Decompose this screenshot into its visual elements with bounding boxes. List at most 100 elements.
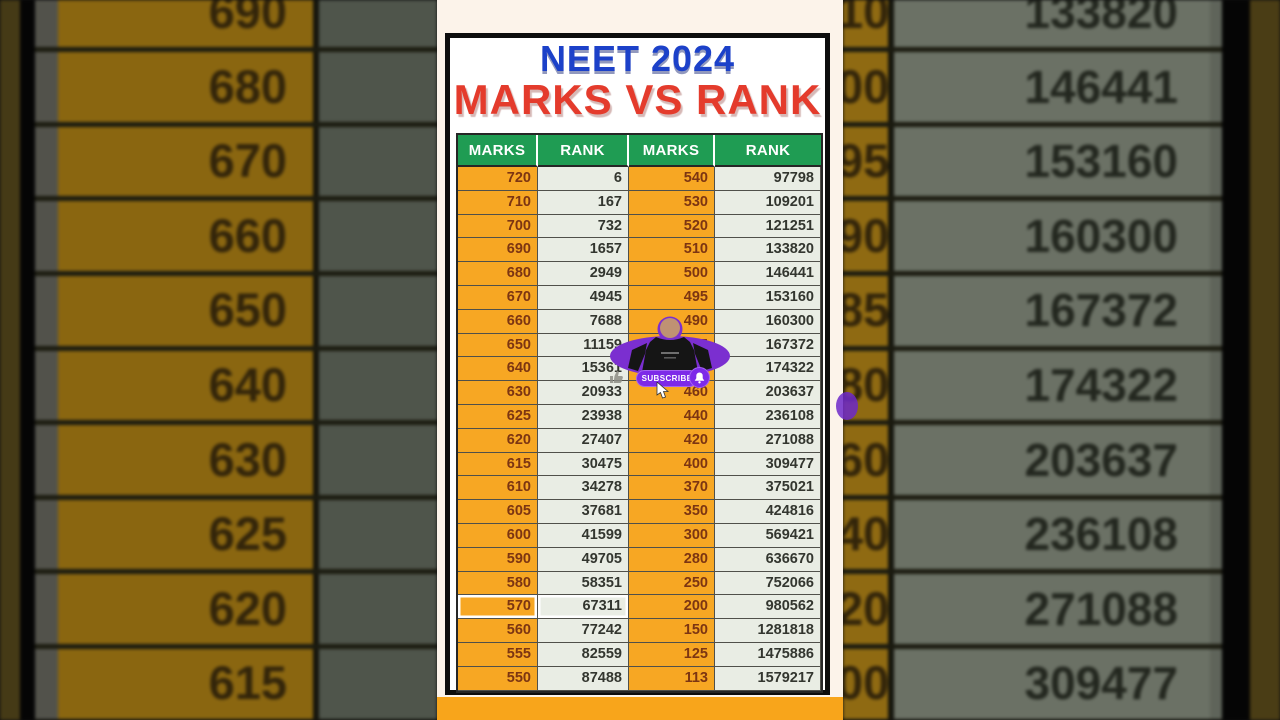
background-left-strip: 690 680 670 660 650 640 630 625 620 615: [0, 0, 437, 720]
left-marks-column: [58, 0, 313, 720]
bg-rank-value: 174322: [1024, 359, 1179, 411]
left-black-line: [20, 0, 35, 720]
rank-cell: 146441: [715, 262, 821, 286]
marks-cell: 660: [458, 309, 538, 334]
bg-row-divider: [35, 196, 437, 202]
video-title-neet: NEET 2024: [539, 38, 736, 79]
rank-cell: 109201: [715, 190, 821, 215]
bg-row-divider: [843, 196, 1222, 202]
bg-marks-value: 615: [208, 656, 287, 710]
rank-cell: 1657: [538, 238, 629, 263]
rank-cell: 4945: [538, 285, 629, 310]
marks-cell: 650: [458, 333, 538, 358]
bg-row-divider: [843, 345, 1222, 351]
rank-cell: 153160: [715, 285, 821, 310]
presenter-figure: [610, 316, 730, 376]
marks-cell: 630: [458, 381, 538, 405]
marks-cell: 440: [629, 404, 715, 429]
marks-cell: 560: [458, 619, 538, 643]
rank-cell: 41599: [538, 523, 629, 548]
marks-cell: 530: [629, 190, 715, 215]
marks-cell: 250: [629, 571, 715, 596]
bg-row-divider: [843, 420, 1222, 426]
bg-row-divider: [35, 270, 437, 276]
bg-row-divider: [35, 420, 437, 426]
marks-cell: 640: [458, 357, 538, 382]
bg-row-divider: [35, 345, 437, 351]
marks-cell: 590: [458, 547, 538, 572]
bg-row-divider: [35, 569, 437, 575]
bg-marks-value: 670: [208, 134, 287, 188]
marks-cell: 555: [458, 642, 538, 667]
rank-cell: 87488: [538, 666, 629, 691]
rank-cell: 167: [538, 190, 629, 215]
rank-cell: 569421: [715, 523, 821, 548]
left-gutter-band: [35, 0, 58, 720]
marks-cell: 113: [629, 666, 715, 691]
rank-cell: 133820: [715, 238, 821, 263]
rank-cell: 67311: [538, 595, 629, 620]
rank-cell: 1475886: [715, 642, 821, 667]
bg-marks-value: 620: [208, 581, 287, 635]
rank-cell: 980562: [715, 595, 821, 620]
rank-cell: 23938: [538, 404, 629, 429]
rank-cell: 6: [538, 167, 629, 191]
notification-bell-button[interactable]: [689, 367, 710, 388]
background-right-strip: 10 00 95 90 85 80 60 40 20 00 133820 146441 153160 16…: [843, 0, 1280, 720]
thumbs-up-icon[interactable]: [609, 370, 624, 384]
rank-cell: 77242: [538, 619, 629, 643]
background-purple-glow: [836, 392, 858, 420]
rank-cell: 167372: [715, 333, 821, 358]
rank-cell: 174322: [715, 357, 821, 382]
bg-marks-value: 690: [208, 0, 287, 38]
bg-marks-value: 650: [208, 283, 287, 337]
marks-cell: 125: [629, 642, 715, 667]
bg-rank-value: 236108: [1024, 508, 1179, 561]
marks-cell: 700: [458, 214, 538, 239]
video-title-marks-vs-rank: MARKS VS RANK: [453, 76, 822, 123]
rank-cell: 309477: [715, 452, 821, 477]
rank-cell: 203637: [715, 381, 821, 405]
rank-cell: 15361: [538, 357, 629, 382]
rank-cell: 424816: [715, 500, 821, 524]
bg-marks-partial-value: 85: [843, 283, 890, 337]
bg-marks-value: 630: [208, 432, 287, 486]
bg-rank-value: 309477: [1024, 657, 1179, 710]
bg-rank-value: 133820: [1024, 0, 1179, 38]
rank-cell: 732: [538, 214, 629, 239]
marks-cell: 420: [629, 428, 715, 453]
marks-rank-table: MARKS RANK MARKS RANK 720 6 540 97798 710 167…: [456, 133, 823, 693]
marks-cell: 680: [458, 262, 538, 286]
rank-cell: 1281818: [715, 619, 821, 643]
column-header-marks-1: MARKS: [458, 135, 538, 167]
marks-cell: 400: [629, 452, 715, 477]
bg-rank-value: 203637: [1024, 433, 1179, 486]
bg-row-divider: [35, 643, 437, 649]
bg-row-divider: [35, 718, 437, 720]
rank-cell: 97798: [715, 167, 821, 191]
rank-cell: 1579217: [715, 666, 821, 691]
subscribe-button[interactable]: SUBSCRIBE: [636, 370, 698, 387]
bg-marks-value: 640: [208, 358, 287, 411]
bg-marks-value: 680: [208, 59, 287, 113]
marks-cell: 350: [629, 500, 715, 524]
right-black-line: [1222, 0, 1250, 720]
left-edge-band: [0, 0, 20, 720]
subscribe-button-label: SUBSCRIBE: [641, 374, 693, 383]
marks-cell: 620: [458, 428, 538, 453]
bg-marks-partial-value: 90: [843, 208, 890, 262]
marks-cell: 370: [629, 476, 715, 501]
marks-cell: 550: [458, 666, 538, 691]
bg-row-divider: [843, 569, 1222, 575]
rank-cell: 236108: [715, 404, 821, 429]
column-header-marks-2: MARKS: [629, 135, 715, 167]
rank-cell: 20933: [538, 381, 629, 405]
marks-cell: 540: [629, 167, 715, 191]
bg-row-divider: [35, 47, 437, 53]
bg-rank-value: 153160: [1024, 135, 1179, 188]
right-marks-column: [843, 0, 888, 720]
marks-cell: 690: [458, 238, 538, 263]
bg-marks-partial-value: 95: [843, 134, 890, 188]
bg-marks-partial-value: 40: [843, 507, 890, 561]
